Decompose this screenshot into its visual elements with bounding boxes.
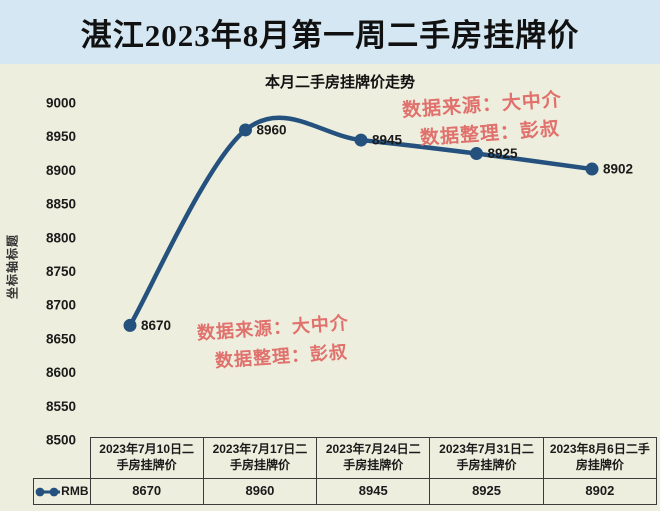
table-value-row: RMB 8670 8960 8945 8925 8902	[33, 478, 658, 505]
watermark-center: 数据来源：大中介 数据整理：彭叔	[196, 309, 352, 377]
data-point-marker	[585, 162, 599, 176]
table-value-cell: 8960	[202, 478, 318, 505]
data-point-marker	[239, 123, 252, 137]
table-spacer-cell	[34, 438, 91, 479]
y-tick-label: 8550	[46, 399, 76, 414]
table-value-cell: 8670	[89, 478, 204, 505]
legend-line-marker-icon	[35, 487, 60, 496]
data-point-marker	[354, 133, 368, 147]
legend-key: RMB	[35, 484, 89, 500]
data-point-label: 8925	[488, 146, 519, 161]
y-tick-label: 8900	[46, 163, 76, 178]
data-point-label: 8902	[603, 162, 633, 177]
data-point-marker	[470, 147, 483, 161]
data-point-label: 8670	[141, 318, 171, 333]
table-header-cell: 2023年7月31日二手房挂牌价	[429, 437, 544, 479]
data-table: 2023年7月10日二手房挂牌价 2023年7月17日二手房挂牌价 2023年7月2…	[33, 437, 658, 505]
table-header-cell: 2023年8月6日二手房挂牌价	[542, 437, 658, 479]
y-tick-label: 8750	[46, 264, 76, 279]
data-point-label: 8945	[372, 133, 403, 148]
y-tick-label: 8950	[46, 129, 76, 144]
y-tick-label: 8500	[46, 433, 76, 448]
y-tick-label: 8650	[46, 331, 76, 346]
legend-key-cell: RMB	[33, 478, 91, 505]
y-tick-label: 9000	[46, 96, 76, 111]
y-tick-label: 8600	[46, 365, 76, 380]
data-point-marker	[123, 318, 137, 332]
table-header-cell: 2023年7月10日二手房挂牌价	[89, 437, 204, 479]
table-value-cell: 8925	[429, 478, 544, 505]
chart-title: 本月二手房挂牌价走势	[264, 74, 415, 91]
data-point-label: 8960	[257, 122, 287, 137]
y-tick-label: 8850	[46, 197, 76, 212]
table-header-row: 2023年7月10日二手房挂牌价 2023年7月17日二手房挂牌价 2023年7月2…	[34, 437, 658, 479]
legend-series-label: RMB	[61, 483, 89, 498]
y-tick-label: 8700	[46, 298, 76, 313]
table-value-cell: 8902	[542, 478, 658, 505]
watermark-top-right: 数据来源：大中介 数据整理：彭叔	[401, 85, 565, 154]
y-tick-label: 8800	[46, 230, 76, 245]
trend-line	[127, 115, 595, 328]
page-title: 湛江2023年8月第一周二手房挂牌价	[80, 17, 580, 53]
table-value-cell: 8945	[316, 478, 431, 505]
title-banner: 湛江2023年8月第一周二手房挂牌价	[0, 0, 660, 64]
table-header-cell: 2023年7月17日二手房挂牌价	[202, 437, 318, 479]
table-header-cell: 2023年7月24日二手房挂牌价	[316, 437, 431, 479]
data-table-body: 2023年7月10日二手房挂牌价 2023年7月17日二手房挂牌价 2023年7月2…	[33, 437, 658, 505]
